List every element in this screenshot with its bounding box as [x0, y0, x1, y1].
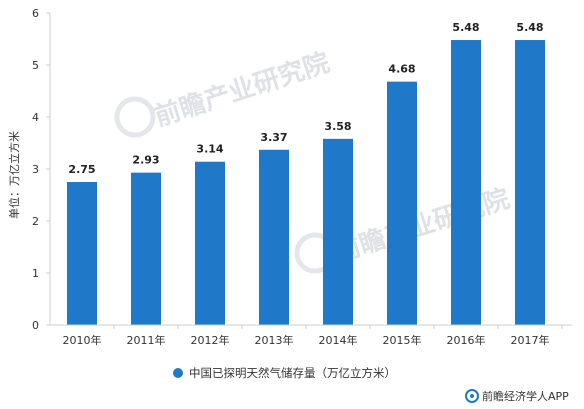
x-axis: 2010年 2011年 2012年 2013年 2014年 2015年 2016年 2017年 — [50, 324, 572, 347]
bar[interactable] — [323, 138, 353, 325]
bar-value-labels: 2.75 2.93 3.14 3.37 3.58 4.68 5.48 5.48 — [68, 21, 543, 176]
bar[interactable] — [195, 161, 225, 325]
x-tick-label: 2010年 — [63, 333, 102, 347]
svg-text:前瞻产业研究院: 前瞻产业研究院 — [151, 47, 334, 133]
bar-value-label: 2.93 — [132, 154, 159, 167]
bar[interactable] — [67, 182, 97, 325]
bar-value-label: 2.75 — [68, 163, 95, 176]
x-tick-label: 2013年 — [255, 333, 294, 347]
bar[interactable] — [131, 172, 161, 325]
y-axis: 0 1 2 3 4 5 6 — [32, 7, 51, 332]
watermark-top: 前瞻产业研究院 — [114, 47, 334, 138]
x-tick-label: 2011年 — [127, 333, 166, 347]
footer: 前瞻经济学人APP — [465, 389, 569, 403]
y-tick-label: 1 — [32, 267, 39, 280]
y-tick-label: 3 — [32, 163, 39, 176]
bar[interactable] — [451, 40, 481, 325]
x-tick-label: 2014年 — [319, 333, 358, 347]
legend-marker — [173, 368, 183, 378]
bar-value-label: 4.68 — [388, 63, 415, 76]
y-tick-label: 0 — [32, 319, 39, 332]
bar-value-label: 3.14 — [196, 143, 223, 156]
bar[interactable] — [515, 40, 545, 325]
qianzhan-logo-icon — [465, 389, 479, 403]
bar[interactable] — [259, 149, 289, 325]
y-tick-label: 4 — [32, 111, 39, 124]
x-tick-label: 2016年 — [447, 333, 486, 347]
y-tick-label: 2 — [32, 215, 39, 228]
bars — [67, 40, 545, 325]
x-tick-label: 2012年 — [191, 333, 230, 347]
footer-source-text: 前瞻经济学人APP — [482, 389, 569, 403]
svg-text:前瞻产业研究院: 前瞻产业研究院 — [331, 183, 514, 269]
bar[interactable] — [387, 81, 417, 325]
legend-label: 中国已探明天然气储存量（万亿立方米） — [189, 366, 396, 380]
bar-value-label: 5.48 — [516, 21, 543, 34]
y-tick-label: 5 — [32, 59, 39, 72]
y-axis-label: 单位：万亿立方米 — [7, 131, 21, 219]
bar-value-label: 5.48 — [452, 21, 479, 34]
legend[interactable]: 中国已探明天然气储存量（万亿立方米） — [173, 366, 396, 380]
y-tick-label: 6 — [32, 7, 39, 20]
bar-value-label: 3.37 — [260, 131, 287, 144]
x-tick-label: 2017年 — [511, 333, 550, 347]
x-tick-label: 2015年 — [383, 333, 422, 347]
bar-value-label: 3.58 — [324, 120, 351, 133]
